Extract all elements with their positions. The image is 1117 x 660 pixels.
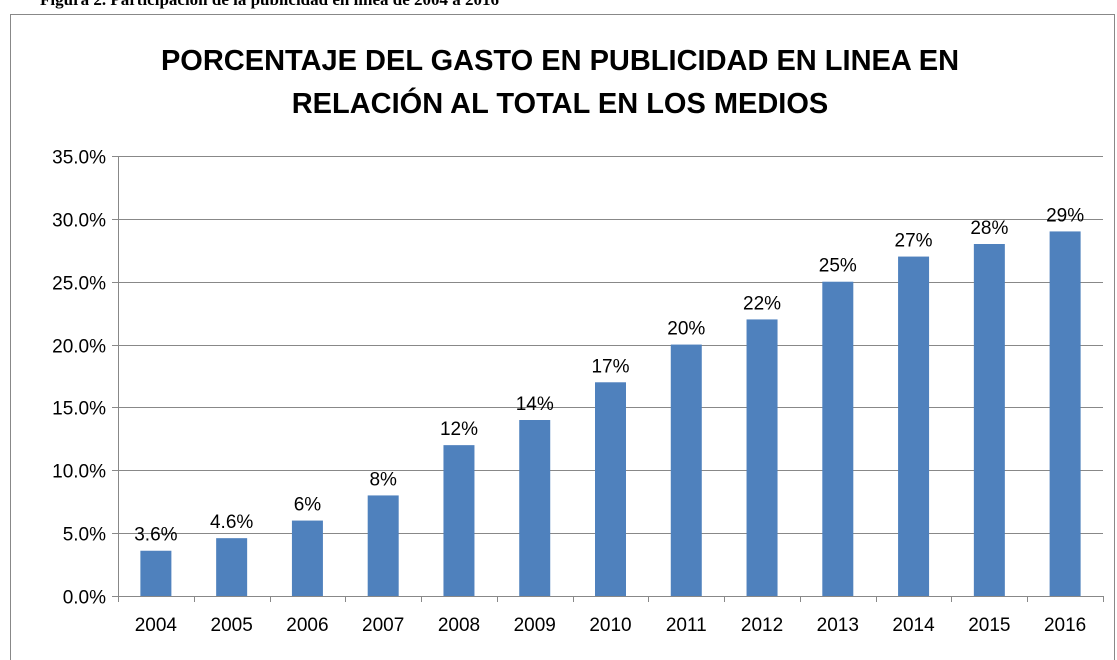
data-label: 25%: [819, 256, 857, 277]
x-tick-label: 2014: [892, 615, 935, 636]
x-tick-label: 2008: [438, 615, 480, 636]
x-tick-label: 2007: [362, 615, 404, 636]
x-tick-label: 2016: [1044, 615, 1086, 636]
x-tick-label: 2004: [135, 615, 178, 636]
data-label: 12%: [440, 419, 478, 440]
chart-title: PORCENTAJE DEL GASTO EN PUBLICIDAD EN LI…: [161, 45, 959, 77]
x-tick-label: 2005: [211, 615, 253, 636]
data-label: 22%: [743, 293, 781, 314]
bar: [822, 281, 854, 596]
bar: [595, 382, 626, 596]
y-tick-label: 30.0%: [52, 211, 106, 232]
data-label: 8%: [369, 469, 397, 490]
data-label: 3.6%: [134, 525, 177, 546]
data-label: 28%: [970, 218, 1008, 239]
data-label: 6%: [294, 495, 322, 516]
y-tick-label: 0.0%: [63, 588, 106, 609]
bar: [519, 420, 551, 596]
y-tick-label: 5.0%: [63, 525, 106, 546]
chart-frame: [10, 14, 1115, 660]
y-tick-label: 15.0%: [52, 399, 106, 420]
bar: [973, 244, 1005, 596]
data-label: 20%: [667, 319, 705, 340]
x-tick-label: 2010: [589, 615, 631, 636]
bar: [898, 256, 930, 596]
bar: [670, 344, 702, 596]
data-label: 4.6%: [210, 512, 253, 533]
x-tick-label: 2009: [514, 615, 556, 636]
y-tick-label: 10.0%: [52, 462, 106, 483]
x-tick-label: 2013: [817, 615, 859, 636]
y-tick-label: 25.0%: [52, 274, 106, 295]
chart-title: RELACIÓN AL TOTAL EN LOS MEDIOS: [292, 86, 829, 120]
x-tick-label: 2012: [741, 615, 783, 636]
bar: [367, 495, 399, 596]
x-tick-label: 2011: [666, 615, 707, 636]
data-label: 27%: [895, 231, 933, 252]
bar: [746, 319, 778, 596]
bar: [216, 538, 248, 596]
data-label: 14%: [516, 394, 554, 415]
bar: [140, 550, 172, 596]
bar: [443, 445, 475, 596]
y-tick-label: 35.0%: [52, 148, 106, 169]
data-label: 17%: [591, 356, 629, 377]
caption: Figura 2. Participación de la publicidad…: [40, 0, 499, 9]
y-tick-label: 20.0%: [52, 337, 106, 358]
data-label: 29%: [1046, 205, 1084, 226]
x-tick-label: 2006: [286, 615, 328, 636]
bar: [291, 520, 323, 596]
x-tick-label: 2015: [968, 615, 1010, 636]
bar: [1049, 231, 1081, 596]
